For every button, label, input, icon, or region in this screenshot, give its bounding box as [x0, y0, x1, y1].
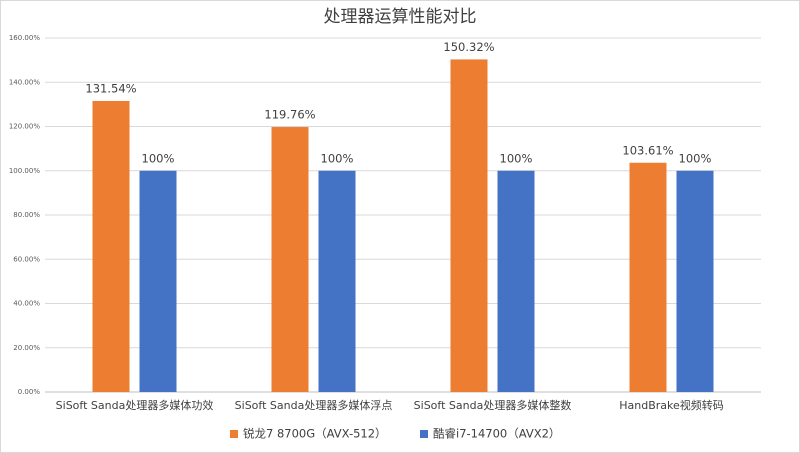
y-tick-label: 80.00%	[13, 211, 40, 219]
legend-label: 酷睿i7-14700（AVX2）	[433, 427, 560, 441]
y-tick-label: 40.00%	[13, 300, 40, 308]
bar	[676, 170, 714, 392]
x-tick-label: SiSoft Sanda处理器多媒体功效	[56, 398, 214, 412]
bar	[318, 170, 356, 392]
value-label: 119.76%	[264, 108, 315, 122]
x-tick-label: SiSoft Sanda处理器多媒体整数	[414, 398, 572, 412]
legend-swatch	[230, 430, 238, 438]
value-label: 100%	[142, 151, 175, 165]
value-label: 100%	[321, 151, 354, 165]
x-tick-label: HandBrake视频转码	[619, 398, 724, 412]
legend-label: 锐龙7 8700G（AVX-512）	[243, 427, 387, 441]
bar	[271, 127, 309, 392]
y-tick-label: 60.00%	[13, 255, 40, 263]
value-label: 100%	[500, 151, 533, 165]
y-tick-label: 20.00%	[13, 344, 40, 352]
value-label: 103.61%	[622, 143, 673, 157]
bar	[92, 100, 130, 393]
y-tick-label: 160.00%	[9, 34, 40, 42]
y-tick-label: 140.00%	[9, 78, 40, 86]
bar	[629, 162, 667, 392]
value-label: 131.54%	[85, 81, 136, 95]
bar	[497, 170, 535, 392]
legend-swatch	[420, 430, 428, 438]
y-tick-label: 0.00%	[18, 388, 41, 396]
value-label: 150.32%	[443, 40, 494, 54]
bar	[450, 59, 488, 393]
value-label: 100%	[679, 151, 712, 165]
bar	[139, 170, 177, 392]
x-tick-label: SiSoft Sanda处理器多媒体浮点	[235, 398, 393, 412]
y-tick-label: 100.00%	[9, 167, 40, 175]
chart-title: 处理器运算性能对比	[324, 7, 477, 27]
y-tick-label: 120.00%	[9, 123, 40, 131]
